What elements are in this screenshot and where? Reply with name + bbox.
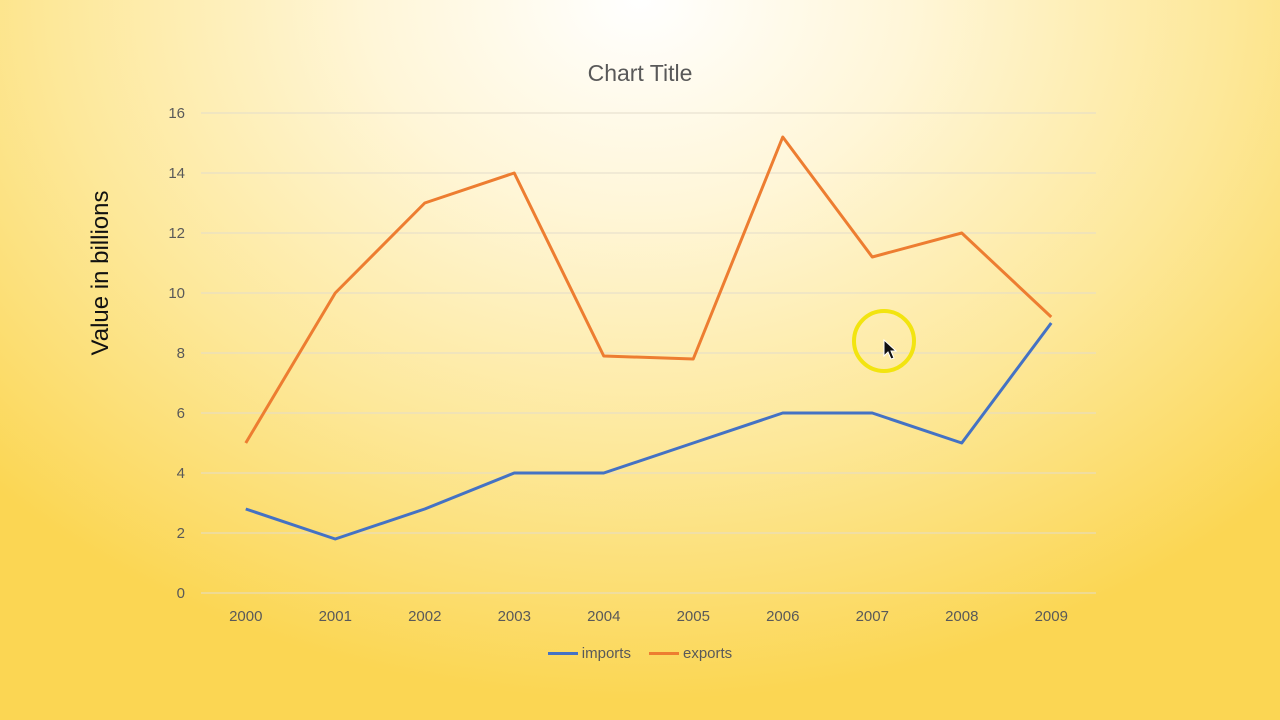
x-tick-label: 2001 [319,608,352,625]
legend: imports exports [0,645,1280,662]
y-tick-label: 10 [168,285,185,302]
legend-item-imports: imports [547,645,631,662]
x-tick-label: 2004 [587,608,620,625]
y-tick-label: 8 [177,345,185,362]
x-tick-label: 2007 [856,608,889,625]
series-lines [244,135,1053,541]
x-tick-label: 2008 [945,608,978,625]
x-tick-label: 2003 [498,608,531,625]
chart-title: Chart Title [587,60,693,86]
y-tick-label: 14 [168,165,185,182]
y-axis-title: Value in billions [87,190,114,356]
x-tick-label: 2006 [766,608,799,625]
y-tick-label: 12 [168,225,185,242]
x-tick-label: 2005 [677,608,710,625]
y-tick-labels: 0 2 4 6 8 10 12 14 16 [168,105,185,602]
x-tick-label: 2000 [229,608,262,625]
legend-swatch-imports [547,652,578,655]
y-tick-label: 0 [177,585,185,602]
legend-swatch-exports [648,652,679,655]
x-tick-label: 2009 [1035,608,1068,625]
mouse-pointer-icon [883,339,898,360]
legend-item-exports: exports [648,645,733,662]
y-tick-label: 16 [168,105,185,122]
gridlines [201,112,1096,594]
series-line-imports [245,322,1053,541]
x-tick-label: 2002 [408,608,441,625]
series-line-exports [244,135,1053,444]
x-tick-labels: 2000 2001 2002 2003 2004 2005 2006 2007 2008 2009 [229,608,1068,625]
y-tick-label: 6 [177,405,185,422]
y-tick-label: 4 [177,465,185,482]
legend-label-exports: exports [682,645,733,662]
cursor-highlight-ring [852,309,916,373]
y-tick-label: 2 [177,525,185,542]
legend-label-imports: imports [581,645,631,662]
